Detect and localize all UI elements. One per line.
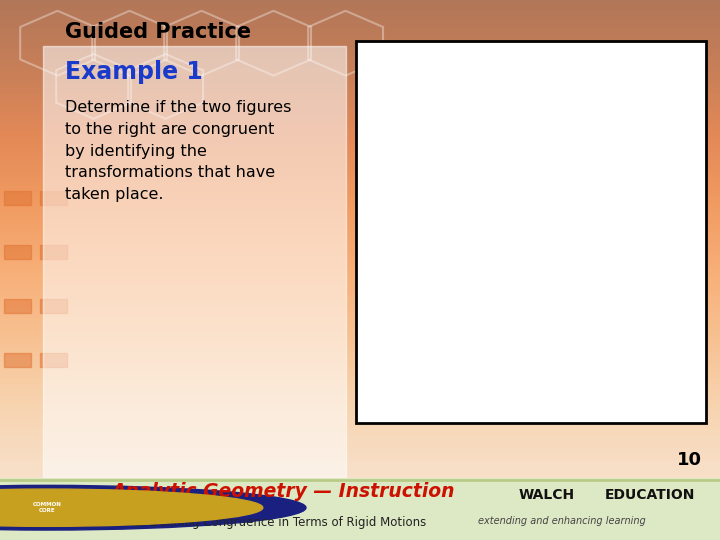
Bar <box>356 40 706 423</box>
Text: A': A' <box>455 226 469 239</box>
Circle shape <box>0 489 263 526</box>
Text: EDUCATION: EDUCATION <box>605 488 696 502</box>
Bar <box>40 299 67 313</box>
Text: 10: 10 <box>677 451 702 469</box>
Text: C': C' <box>557 228 570 241</box>
Text: Guided Practice: Guided Practice <box>65 22 251 42</box>
Text: Example 1: Example 1 <box>65 60 202 84</box>
Text: A: A <box>379 187 390 200</box>
Text: B': B' <box>554 352 568 365</box>
Bar <box>43 46 346 478</box>
Bar <box>40 191 67 205</box>
Text: COMMON
CORE: COMMON CORE <box>32 502 61 513</box>
Bar <box>40 245 67 259</box>
Bar <box>4 191 31 205</box>
Text: extending and enhancing learning: extending and enhancing learning <box>478 516 645 526</box>
Text: Analytic Geometry — Instruction: Analytic Geometry — Instruction <box>112 482 455 501</box>
Bar <box>40 353 67 367</box>
Text: B: B <box>477 75 486 88</box>
Bar <box>4 353 31 367</box>
Text: WALCH: WALCH <box>518 488 575 502</box>
Text: C: C <box>479 179 487 192</box>
Text: 1.4.2: Defining Congruence in Terms of Rigid Motions: 1.4.2: Defining Congruence in Terms of R… <box>112 516 426 529</box>
Circle shape <box>0 485 306 530</box>
Text: Determine if the two figures
to the right are congruent
by identifying the
trans: Determine if the two figures to the righ… <box>65 100 291 202</box>
Bar <box>4 245 31 259</box>
Bar <box>4 299 31 313</box>
